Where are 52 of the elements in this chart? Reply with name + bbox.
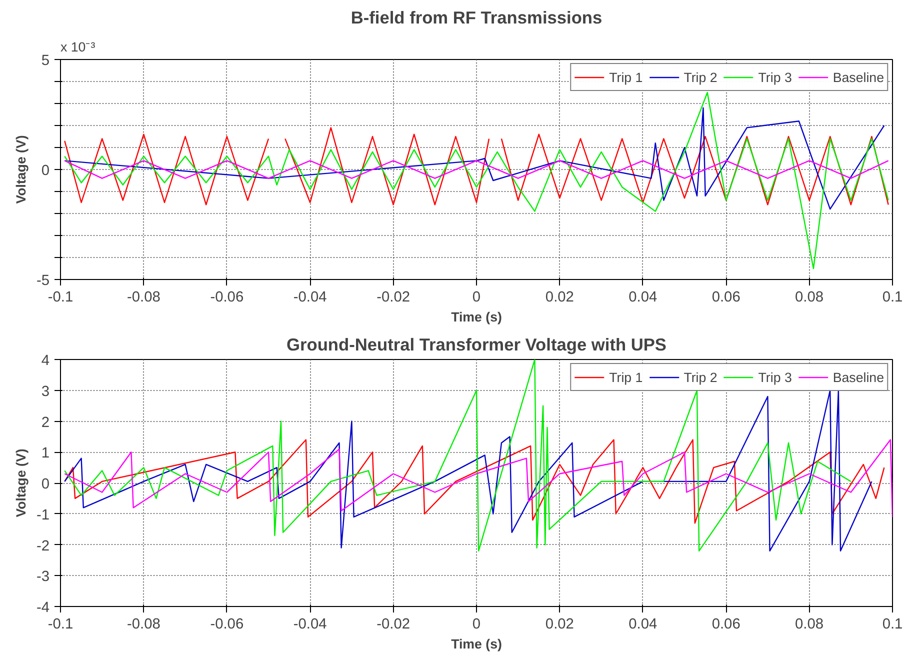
x-tick-label: 0.08 [795, 290, 824, 306]
y-tick-label: 3 [41, 384, 50, 400]
legend-label: Trip 3 [758, 70, 792, 84]
y-tick-label: 4 [41, 353, 50, 369]
x-tick-label: -0.04 [293, 616, 327, 632]
x-tick-label: -0.06 [210, 290, 244, 306]
x-tick-label: -0.06 [210, 616, 244, 632]
legend-label: Trip 1 [609, 70, 643, 84]
y-tick-label: -5 [36, 273, 50, 289]
x-axis-title: Time (s) [451, 636, 502, 652]
y-tick-label: 2 [41, 414, 50, 431]
legend-label: Trip 1 [609, 370, 643, 384]
x-tick-label: 0.06 [712, 616, 740, 632]
y-tick-label: -2 [36, 538, 50, 554]
x-tick-label: -0.1 [48, 616, 74, 632]
y-tick-label: 5 [41, 53, 50, 69]
y-axis-title: Voltage (V) [13, 135, 28, 204]
chart-title: B-field from RF Transmissions [350, 8, 602, 28]
y-tick-label: 0 [41, 476, 50, 492]
y-tick-label: -4 [36, 600, 50, 616]
x-tick-label: 0.06 [712, 290, 740, 306]
x-tick-label: -0.02 [376, 616, 410, 632]
x-tick-label: 0.04 [628, 616, 658, 632]
x-tick-label: -0.02 [376, 290, 410, 306]
legend-label: Trip 2 [684, 370, 718, 384]
x-tick-label: -0.08 [126, 290, 160, 306]
legend-label: Trip 3 [758, 370, 792, 384]
x-tick-label: 0.08 [795, 616, 824, 632]
line-series [64, 92, 889, 270]
x-tick-label: -0.04 [293, 290, 327, 306]
x-tick-label: 0.02 [545, 616, 574, 632]
y-tick-label: 0 [41, 163, 50, 179]
chart-title: Ground-Neutral Transformer Voltage with UPS [286, 334, 666, 354]
x-tick-label: 0.1 [882, 290, 903, 306]
line-series [64, 107, 885, 210]
text: x 10⁻³ [60, 40, 96, 54]
x-tick-label: 0.04 [628, 290, 658, 306]
legend-label: Trip 2 [684, 70, 718, 84]
y-tick-label: 1 [41, 446, 50, 462]
y-axis-title: Voltage (V) [13, 448, 28, 518]
x-tick-label: -0.1 [48, 290, 74, 306]
y-tick-label: -3 [36, 569, 50, 586]
x-tick-label: 0 [472, 290, 481, 306]
legend-label: Baseline [832, 70, 884, 84]
x-tick-label: 0.02 [545, 290, 574, 306]
legend-label: Baseline [832, 370, 884, 384]
x-tick-label: -0.08 [126, 616, 160, 632]
y-tick-label: -1 [36, 507, 50, 524]
x-tick-label: 0.1 [882, 616, 903, 632]
x-axis-title: Time (s) [451, 310, 502, 324]
x-tick-label: 0 [472, 616, 481, 632]
line-series [64, 390, 872, 552]
